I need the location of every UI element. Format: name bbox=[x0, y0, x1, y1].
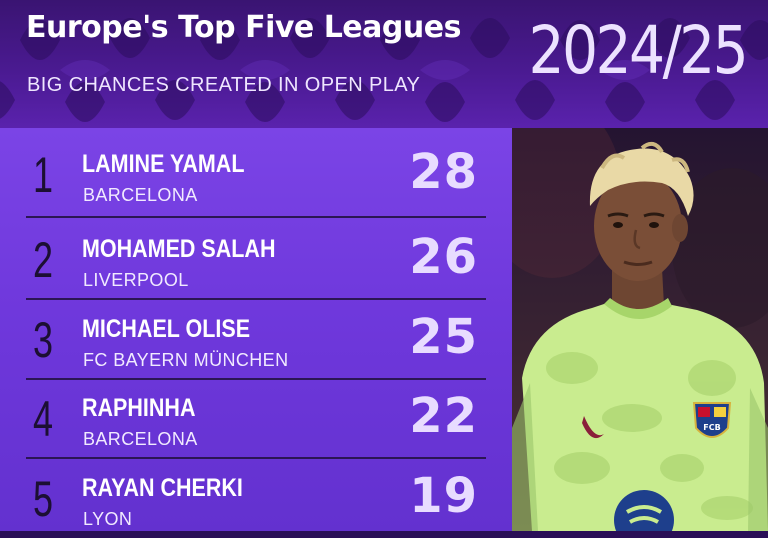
stat-value: 28 bbox=[409, 144, 478, 200]
player-club: LYON bbox=[83, 509, 133, 529]
ranking-row-4: 4 RAPHINHA BARCELONA 22 bbox=[0, 378, 512, 458]
starball-pattern bbox=[0, 18, 768, 122]
ranking-row-3: 3 MICHAEL OLISE FC BAYERN MÜNCHEN 25 bbox=[0, 299, 512, 379]
player-club: BARCELONA bbox=[83, 185, 198, 205]
swoosh-icon bbox=[582, 416, 604, 439]
crest-icon: FCB bbox=[692, 402, 732, 438]
rank-number: 5 bbox=[33, 471, 54, 527]
row-divider bbox=[26, 298, 486, 300]
player-name: LAMINE YAMAL bbox=[82, 150, 245, 178]
player-club: BARCELONA bbox=[83, 429, 198, 449]
row-divider bbox=[26, 216, 486, 218]
player-name: RAYAN CHERKI bbox=[82, 474, 243, 502]
ranking-row-1: 1 LAMINE YAMAL BARCELONA 28 bbox=[0, 134, 512, 214]
player-name: MICHAEL OLISE bbox=[82, 315, 251, 343]
player-name: MOHAMED SALAH bbox=[82, 235, 276, 263]
rank-number: 1 bbox=[33, 147, 54, 203]
stat-value: 26 bbox=[409, 229, 478, 285]
rank-number: 2 bbox=[33, 232, 54, 288]
svg-text:FCB: FCB bbox=[703, 423, 720, 432]
player-club: LIVERPOOL bbox=[83, 270, 189, 290]
rank-number: 4 bbox=[33, 391, 54, 447]
player-illustration: FCB bbox=[512, 128, 768, 531]
ranking-row-2: 2 MOHAMED SALAH LIVERPOOL 26 bbox=[0, 219, 512, 299]
ranking-row-5: 5 RAYAN CHERKI LYON 19 bbox=[0, 458, 512, 538]
player-photo: FCB bbox=[512, 128, 768, 531]
rank-number: 3 bbox=[33, 312, 54, 368]
stat-value: 22 bbox=[409, 388, 478, 444]
page-subtitle: BIG CHANCES CREATED IN OPEN PLAY bbox=[27, 74, 421, 96]
page-title: Europe's Top Five Leagues bbox=[26, 10, 461, 45]
row-divider bbox=[26, 457, 486, 459]
ranking-list: 1 LAMINE YAMAL BARCELONA 28 2 MOHAMED SA… bbox=[0, 128, 512, 531]
stat-value: 19 bbox=[409, 468, 478, 524]
header-banner: Europe's Top Five Leagues BIG CHANCES CR… bbox=[0, 0, 768, 128]
stat-value: 25 bbox=[409, 309, 478, 365]
season-label: 2024/25 bbox=[528, 12, 748, 89]
player-club: FC BAYERN MÜNCHEN bbox=[83, 350, 289, 370]
player-name: RAPHINHA bbox=[82, 394, 196, 422]
sponsor-logo-icon bbox=[614, 490, 674, 531]
row-divider bbox=[26, 378, 486, 380]
